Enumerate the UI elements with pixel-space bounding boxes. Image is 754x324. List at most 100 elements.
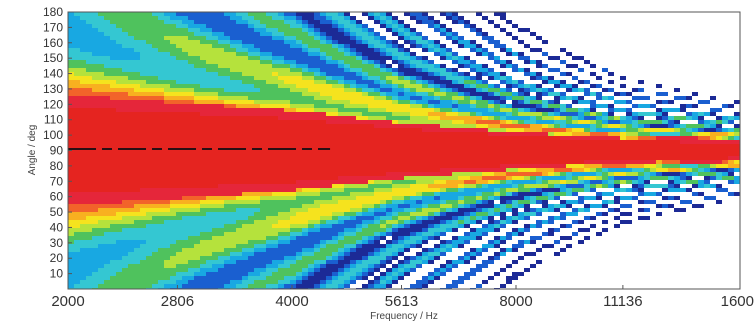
contour-cell [422, 60, 429, 65]
contour-cell [482, 16, 489, 21]
contour-cell [356, 132, 363, 137]
contour-cell [482, 100, 489, 105]
contour-cell [74, 196, 81, 201]
contour-cell [362, 180, 369, 185]
contour-cell [284, 160, 291, 165]
contour-cell [104, 216, 111, 221]
contour-cell [224, 240, 231, 245]
contour-cell [152, 104, 159, 109]
contour-cell [368, 24, 375, 29]
contour-cell [488, 56, 495, 61]
contour-cell [416, 256, 423, 261]
contour-cell [320, 144, 327, 149]
contour-cell [212, 216, 219, 221]
contour-cell [434, 120, 441, 125]
contour-cell [158, 56, 165, 61]
contour-cell [80, 92, 87, 97]
contour-cell [296, 248, 303, 253]
contour-cell [416, 268, 423, 273]
contour-cell [266, 116, 273, 121]
contour-cell [284, 192, 291, 197]
contour-cell [314, 48, 321, 53]
contour-cell [218, 140, 225, 145]
contour-cell [398, 36, 405, 41]
contour-cell [344, 156, 351, 161]
contour-cell [278, 216, 285, 221]
contour-cell [98, 112, 105, 117]
contour-cell [488, 68, 495, 73]
contour-cell [434, 136, 441, 141]
contour-cell [428, 136, 435, 141]
contour-cell [440, 60, 447, 65]
contour-cell [158, 196, 165, 201]
contour-cell [350, 168, 357, 173]
contour-cell [326, 240, 333, 245]
contour-cell [278, 248, 285, 253]
contour-cell [344, 160, 351, 165]
contour-cell [290, 220, 297, 225]
contour-cell [152, 44, 159, 49]
contour-cell [476, 36, 483, 41]
contour-cell [158, 16, 165, 21]
contour-cell [278, 220, 285, 225]
contour-cell [338, 228, 345, 233]
contour-cell [446, 240, 453, 245]
contour-cell [458, 244, 465, 249]
contour-cell [464, 12, 471, 17]
contour-cell [218, 56, 225, 61]
contour-cell [284, 80, 291, 85]
contour-cell [224, 88, 231, 93]
contour-cell [422, 128, 429, 133]
contour-cell [182, 116, 189, 121]
contour-cell [74, 248, 81, 253]
contour-cell [236, 276, 243, 281]
contour-cell [380, 80, 387, 85]
contour-cell [314, 176, 321, 181]
contour-cell [470, 228, 477, 233]
contour-cell [260, 72, 267, 77]
contour-cell [164, 92, 171, 97]
contour-cell [152, 128, 159, 133]
contour-cell [374, 164, 381, 169]
contour-cell [428, 160, 435, 165]
contour-cell [440, 40, 447, 45]
contour-cell [458, 48, 465, 53]
contour-cell [398, 16, 405, 21]
contour-cell [338, 44, 345, 49]
contour-cell [464, 108, 471, 113]
contour-cell [410, 256, 417, 261]
contour-cell [356, 180, 363, 185]
contour-cell [326, 116, 333, 121]
contour-cell [110, 136, 117, 141]
contour-cell [122, 24, 129, 29]
contour-cell [404, 232, 411, 237]
contour-cell [236, 264, 243, 269]
contour-cell [128, 164, 135, 169]
contour-cell [290, 280, 297, 285]
contour-cell [458, 144, 465, 149]
contour-cell [434, 232, 441, 237]
contour-cell [302, 224, 309, 229]
contour-cell [122, 72, 129, 77]
contour-cell [242, 216, 249, 221]
contour-cell [314, 196, 321, 201]
contour-cell [482, 272, 489, 277]
contour-cell [302, 28, 309, 33]
contour-cell [248, 216, 255, 221]
contour-cell [140, 124, 147, 129]
contour-cell [398, 88, 405, 93]
contour-cell [164, 104, 171, 109]
contour-cell [452, 252, 459, 257]
contour-cell [308, 52, 315, 57]
contour-cell [104, 144, 111, 149]
contour-cell [134, 20, 141, 25]
contour-cell [224, 16, 231, 21]
contour-cell [434, 88, 441, 93]
contour-cell [392, 240, 399, 245]
contour-cell [344, 100, 351, 105]
contour-cell [410, 116, 417, 121]
contour-cell [170, 76, 177, 81]
contour-cell [200, 96, 207, 101]
contour-cell [278, 144, 285, 149]
contour-cell [320, 224, 327, 229]
